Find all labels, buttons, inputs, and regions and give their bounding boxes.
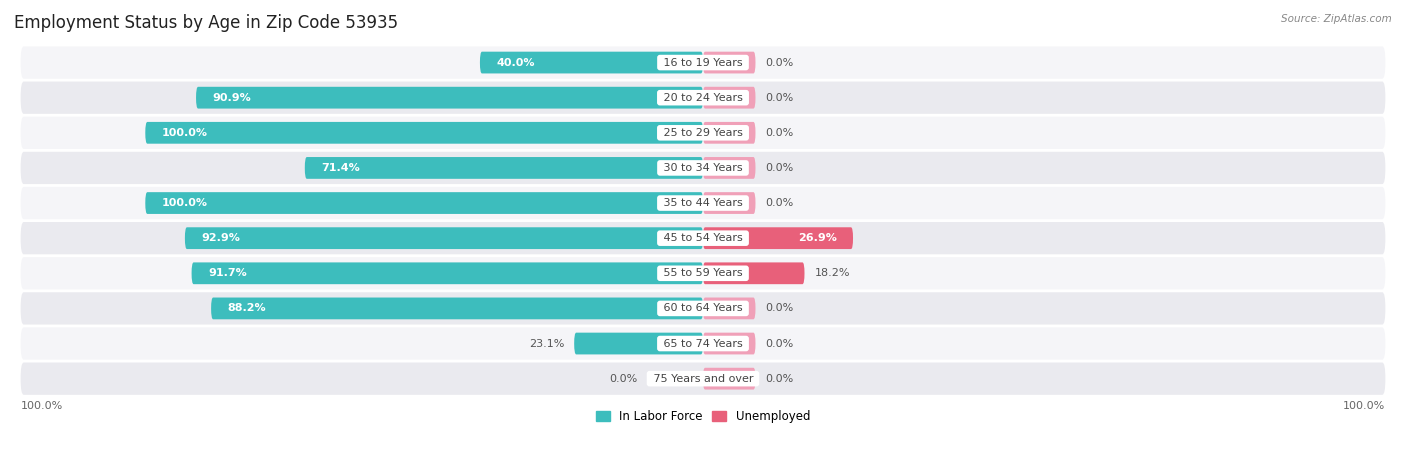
Text: 0.0%: 0.0% bbox=[765, 374, 793, 384]
Text: 26.9%: 26.9% bbox=[797, 233, 837, 243]
FancyBboxPatch shape bbox=[21, 328, 1385, 360]
Text: 100.0%: 100.0% bbox=[1343, 401, 1385, 411]
Text: 100.0%: 100.0% bbox=[162, 198, 208, 208]
Text: 0.0%: 0.0% bbox=[765, 163, 793, 173]
Text: 0.0%: 0.0% bbox=[765, 198, 793, 208]
FancyBboxPatch shape bbox=[305, 157, 703, 179]
Text: 0.0%: 0.0% bbox=[765, 128, 793, 138]
FancyBboxPatch shape bbox=[703, 227, 853, 249]
Text: 65 to 74 Years: 65 to 74 Years bbox=[659, 338, 747, 349]
Text: 100.0%: 100.0% bbox=[162, 128, 208, 138]
FancyBboxPatch shape bbox=[211, 297, 703, 319]
Text: 45 to 54 Years: 45 to 54 Years bbox=[659, 233, 747, 243]
FancyBboxPatch shape bbox=[195, 87, 703, 108]
Text: 0.0%: 0.0% bbox=[765, 338, 793, 349]
Text: 75 Years and over: 75 Years and over bbox=[650, 374, 756, 384]
Text: 0.0%: 0.0% bbox=[765, 93, 793, 103]
Text: 40.0%: 40.0% bbox=[496, 58, 534, 68]
Text: 20 to 24 Years: 20 to 24 Years bbox=[659, 93, 747, 103]
FancyBboxPatch shape bbox=[21, 257, 1385, 289]
FancyBboxPatch shape bbox=[703, 157, 755, 179]
FancyBboxPatch shape bbox=[21, 152, 1385, 184]
FancyBboxPatch shape bbox=[21, 363, 1385, 395]
FancyBboxPatch shape bbox=[184, 227, 703, 249]
Text: 0.0%: 0.0% bbox=[609, 374, 637, 384]
Text: 100.0%: 100.0% bbox=[21, 401, 63, 411]
FancyBboxPatch shape bbox=[703, 52, 755, 73]
Text: Employment Status by Age in Zip Code 53935: Employment Status by Age in Zip Code 539… bbox=[14, 14, 398, 32]
Text: 91.7%: 91.7% bbox=[208, 268, 246, 278]
Text: 16 to 19 Years: 16 to 19 Years bbox=[659, 58, 747, 68]
FancyBboxPatch shape bbox=[21, 81, 1385, 114]
FancyBboxPatch shape bbox=[703, 368, 755, 390]
Text: 0.0%: 0.0% bbox=[765, 58, 793, 68]
FancyBboxPatch shape bbox=[703, 333, 755, 355]
FancyBboxPatch shape bbox=[21, 292, 1385, 324]
FancyBboxPatch shape bbox=[21, 117, 1385, 149]
Text: 30 to 34 Years: 30 to 34 Years bbox=[659, 163, 747, 173]
FancyBboxPatch shape bbox=[145, 122, 703, 144]
FancyBboxPatch shape bbox=[21, 46, 1385, 79]
FancyBboxPatch shape bbox=[703, 192, 755, 214]
Text: 71.4%: 71.4% bbox=[321, 163, 360, 173]
Text: 90.9%: 90.9% bbox=[212, 93, 252, 103]
FancyBboxPatch shape bbox=[145, 192, 703, 214]
Legend: In Labor Force, Unemployed: In Labor Force, Unemployed bbox=[591, 405, 815, 428]
Text: 25 to 29 Years: 25 to 29 Years bbox=[659, 128, 747, 138]
FancyBboxPatch shape bbox=[574, 333, 703, 355]
FancyBboxPatch shape bbox=[703, 122, 755, 144]
Text: Source: ZipAtlas.com: Source: ZipAtlas.com bbox=[1281, 14, 1392, 23]
FancyBboxPatch shape bbox=[703, 262, 804, 284]
Text: 60 to 64 Years: 60 to 64 Years bbox=[659, 303, 747, 313]
FancyBboxPatch shape bbox=[21, 187, 1385, 219]
Text: 92.9%: 92.9% bbox=[201, 233, 240, 243]
Text: 18.2%: 18.2% bbox=[814, 268, 849, 278]
Text: 23.1%: 23.1% bbox=[529, 338, 564, 349]
FancyBboxPatch shape bbox=[479, 52, 703, 73]
FancyBboxPatch shape bbox=[191, 262, 703, 284]
Text: 88.2%: 88.2% bbox=[228, 303, 266, 313]
FancyBboxPatch shape bbox=[703, 87, 755, 108]
Text: 0.0%: 0.0% bbox=[765, 303, 793, 313]
Text: 55 to 59 Years: 55 to 59 Years bbox=[659, 268, 747, 278]
FancyBboxPatch shape bbox=[21, 222, 1385, 254]
Text: 35 to 44 Years: 35 to 44 Years bbox=[659, 198, 747, 208]
FancyBboxPatch shape bbox=[703, 297, 755, 319]
